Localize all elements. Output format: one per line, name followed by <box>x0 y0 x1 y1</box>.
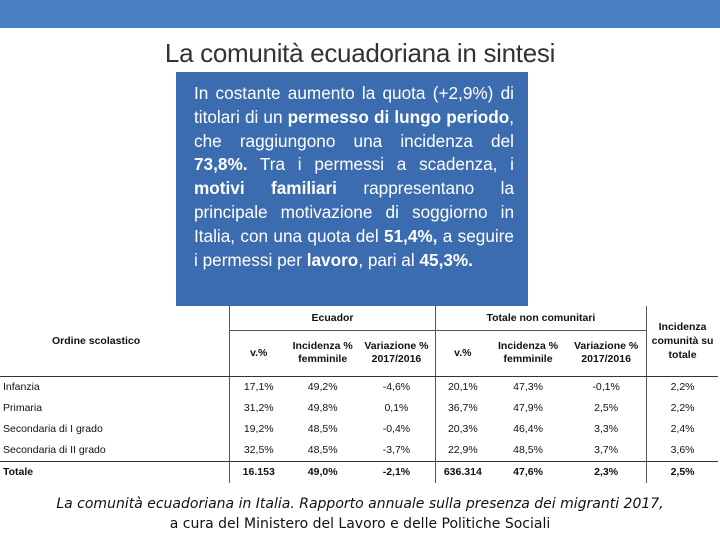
group-header-non-eu: Totale non comunitari <box>435 306 648 331</box>
col-header: Incidenza % femminile <box>287 330 359 377</box>
summary-highlight: 73,8%. <box>194 154 248 175</box>
source-caption: La comunità ecuadoriana in Italia. Rappo… <box>0 494 720 534</box>
table-cell: 49,2% <box>307 381 338 393</box>
slide-title: La comunità ecuadoriana in sintesi <box>164 38 556 68</box>
row-label: Infanzia <box>0 376 231 398</box>
table-cell: 48,5% <box>513 444 543 456</box>
col-header: Variazione % 2017/2016 <box>566 330 648 377</box>
table-cell: 49,0% <box>287 460 359 483</box>
group-header-ecuador: Ecuador <box>229 306 436 331</box>
col-header: Incidenza % femminile <box>489 330 567 377</box>
table-cell: 47,3% <box>513 381 543 393</box>
incidence-header: Incidenza comunità su totale <box>646 306 718 377</box>
summary-highlight: motivi familiari <box>194 178 337 199</box>
summary-text: rappresentano la principale motivazione … <box>194 178 514 246</box>
summary-text: , pari al <box>358 249 420 270</box>
table-cell: 2,4% <box>670 423 695 435</box>
table-cell: -0,4% <box>358 418 436 440</box>
summary-highlight: lavoro <box>306 249 359 270</box>
table-cell: 2,2% <box>670 381 695 393</box>
table-cell: 46,4% <box>513 423 543 435</box>
table-cell: -0,1% <box>566 376 648 398</box>
summary-highlight: 45,3%. <box>419 249 473 270</box>
col-header: v.% <box>435 330 490 377</box>
table-cell: 48,5% <box>307 423 338 435</box>
row-label: Totale <box>0 460 231 483</box>
caption-line: a cura del Ministero del Lavoro e delle … <box>169 516 551 532</box>
table-row: Primaria 31,2% 49,8% 0,1% 36,7% 47,9% 2,… <box>0 397 718 419</box>
table-cell: 36,7% <box>447 402 478 414</box>
table-cell: 0,1% <box>358 397 436 419</box>
summary-text: In costante aumento la quota (+2,9%) di … <box>194 83 514 127</box>
table-cell: 3,7% <box>566 439 648 461</box>
caption-line: La comunità ecuadoriana in Italia. Rappo… <box>56 496 664 512</box>
table-cell: -2,1% <box>358 460 436 483</box>
table-cell: 3,6% <box>670 444 695 456</box>
col-header: v.% <box>229 330 288 377</box>
table-cell: 2,2% <box>670 402 695 414</box>
table-cell: 22,9% <box>447 444 478 456</box>
table-cell: 636.314 <box>435 460 490 483</box>
table-cell: 49,8% <box>307 402 338 414</box>
summary-text: , che raggiungono una incidenza del <box>194 106 515 151</box>
table-cell: 2,3% <box>566 460 648 483</box>
data-table: Ordine scolastico Ecuador Totale non com… <box>0 306 718 483</box>
table-cell: 20,3% <box>447 423 478 435</box>
summary-box: In costante aumento la quota (+2,9%) di … <box>176 72 528 306</box>
table-cell: 20,1% <box>447 381 478 393</box>
table-cell: 19,2% <box>243 423 274 435</box>
table-cell: -4,6% <box>358 376 436 398</box>
table-row: Secondaria di II grado 32,5% 48,5% -3,7%… <box>0 439 718 461</box>
table-row: Secondaria di I grado 19,2% 48,5% -0,4% … <box>0 418 718 440</box>
order-header: Ordine scolastico <box>0 306 231 377</box>
row-label: Secondaria di II grado <box>0 439 231 461</box>
total-row: Totale 16.153 49,0% -2,1% 636.314 47,6% … <box>0 460 718 483</box>
table-cell: -3,7% <box>358 439 436 461</box>
table-row: Infanzia 17,1% 49,2% -4,6% 20,1% 47,3% -… <box>0 376 718 398</box>
col-header: Variazione % 2017/2016 <box>358 330 436 377</box>
summary-text: Tra i permessi a scadenza, i <box>247 154 514 175</box>
table-cell: 47,9% <box>513 402 543 414</box>
row-label: Secondaria di I grado <box>0 418 231 440</box>
table-cell: 47,6% <box>489 460 567 483</box>
school-table: Ordine scolastico Ecuador Totale non com… <box>0 306 720 488</box>
table-cell: 2,5% <box>566 397 648 419</box>
table-cell: 3,3% <box>566 418 648 440</box>
row-label: Primaria <box>0 397 231 419</box>
table-cell: 2,5% <box>646 460 718 483</box>
table-cell: 32,5% <box>243 444 274 456</box>
table-cell: 17,1% <box>243 381 274 393</box>
table-cell: 16.153 <box>229 460 288 483</box>
summary-highlight: 51,4%, <box>383 225 438 246</box>
table-cell: 31,2% <box>243 402 274 414</box>
top-bar <box>0 0 720 28</box>
summary-highlight: permesso di lungo periodo <box>287 106 510 127</box>
table-cell: 48,5% <box>307 444 338 456</box>
summary-text: a seguire i permessi per <box>194 225 514 270</box>
